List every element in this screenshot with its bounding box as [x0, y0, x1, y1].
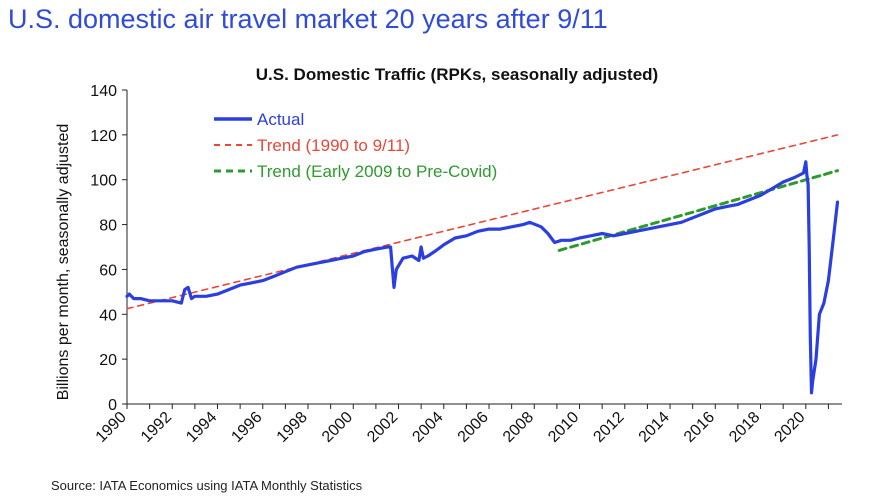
x-tick-label: 1994 — [183, 409, 220, 446]
x-tick-label: 2010 — [545, 409, 582, 446]
chart-title: U.S. Domestic Traffic (RPKs, seasonally … — [256, 65, 658, 84]
legend-label-actual: Actual — [257, 110, 304, 129]
x-tick-label: 1996 — [228, 409, 265, 446]
x-tick-label: 2018 — [726, 409, 763, 446]
y-tick-label: 40 — [99, 307, 117, 324]
source-note: Source: IATA Economics using IATA Monthl… — [51, 478, 363, 493]
series-line-trend-1990 — [126, 134, 839, 310]
y-tick-label: 60 — [99, 262, 117, 279]
y-tick-label: 100 — [90, 173, 117, 190]
x-tick-label: 2012 — [590, 409, 627, 446]
legend-label-trend-1990: Trend (1990 to 9/11) — [257, 136, 410, 155]
x-tick-label: 1990 — [93, 409, 130, 446]
x-tick-label: 2016 — [681, 409, 718, 446]
x-tick-label: 2002 — [364, 409, 401, 446]
x-axis: 1990 1992 1994 1996 1998 2000 2002 2004 2006 2008… — [93, 403, 842, 446]
y-tick-label: 0 — [108, 397, 117, 414]
y-axis: 0 20 40 60 80 100 120 140 — [90, 83, 128, 414]
y-tick-label: 120 — [90, 128, 117, 145]
plot-area — [125, 134, 840, 395]
y-axis-label: Billions per month, seasonally adjusted — [55, 124, 72, 401]
legend: Actual Trend (1990 to 9/11) Trend (Early… — [214, 110, 497, 181]
x-tick-label: 2006 — [455, 409, 492, 446]
x-tick-label: 2014 — [636, 409, 673, 446]
y-tick-label: 80 — [99, 218, 117, 235]
series-line-trend-2009 — [557, 169, 839, 252]
x-tick-label: 2008 — [500, 409, 537, 446]
legend-label-trend-2009: Trend (Early 2009 to Pre-Covid) — [257, 162, 497, 181]
x-tick-label: 2000 — [319, 409, 356, 446]
x-tick-label: 1998 — [274, 409, 311, 446]
series-line-actual — [125, 160, 840, 395]
y-tick-label: 20 — [99, 352, 117, 369]
x-tick-label: 2004 — [409, 409, 446, 446]
x-tick-label: 1992 — [138, 409, 175, 446]
slide-title: U.S. domestic air travel market 20 years… — [8, 4, 608, 34]
x-tick-label: 2020 — [771, 409, 808, 446]
y-tick-label: 140 — [90, 83, 117, 100]
